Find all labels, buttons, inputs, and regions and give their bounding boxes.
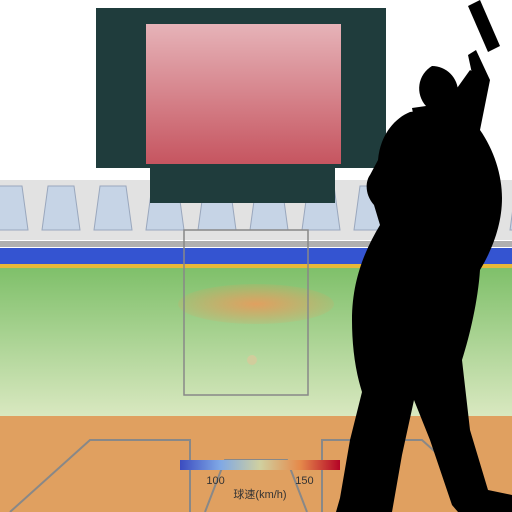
color-bar-tick: 100 — [206, 475, 224, 487]
pitch-location-chart: 100 150 球速(km/h) — [0, 0, 512, 512]
scoreboard-screen — [146, 24, 341, 164]
pitch-marker[interactable] — [247, 355, 257, 365]
color-bar-label: 球速(km/h) — [233, 487, 286, 501]
color-bar-tick: 150 — [295, 475, 313, 487]
scoreboard-foot — [150, 168, 335, 203]
pitch-markers — [247, 355, 257, 365]
color-bar — [180, 460, 340, 470]
pitchers-mound — [178, 284, 334, 324]
